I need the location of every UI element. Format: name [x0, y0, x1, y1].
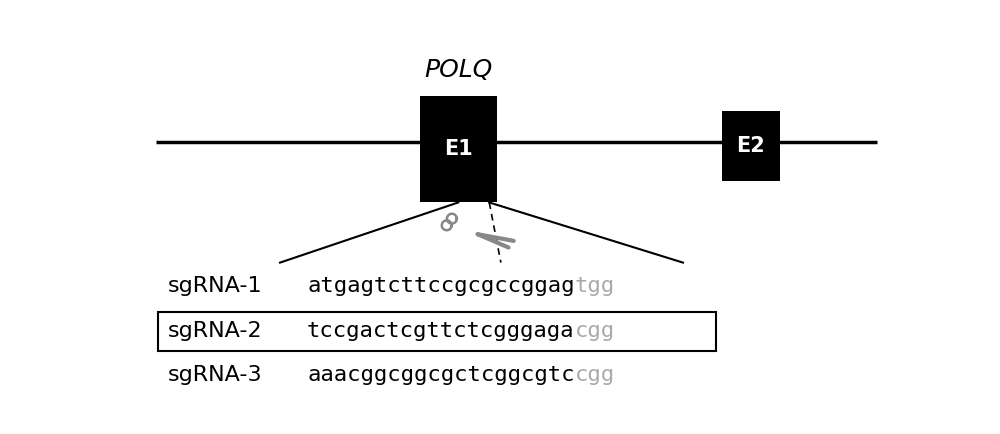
Text: POLQ: POLQ	[424, 59, 492, 82]
Text: sgRNA-3: sgRNA-3	[168, 365, 262, 385]
Text: aaacggcggcgctcggcgtc: aaacggcggcgctcggcgtc	[307, 365, 575, 385]
Text: sgRNA-1: sgRNA-1	[168, 276, 262, 296]
Text: sgRNA-2: sgRNA-2	[168, 321, 262, 341]
Text: atgagtcttccgcgccggag: atgagtcttccgcgccggag	[307, 276, 575, 296]
Text: E1: E1	[444, 139, 473, 159]
Bar	[158, 312, 716, 351]
Bar	[722, 111, 780, 181]
Text: E2: E2	[736, 136, 765, 156]
Text: cgg: cgg	[575, 365, 615, 385]
Text: cgg: cgg	[575, 321, 615, 341]
Text: tgg: tgg	[575, 276, 615, 296]
Bar	[420, 95, 497, 202]
Text: tccgactcgttctcgggaga: tccgactcgttctcgggaga	[307, 321, 575, 341]
